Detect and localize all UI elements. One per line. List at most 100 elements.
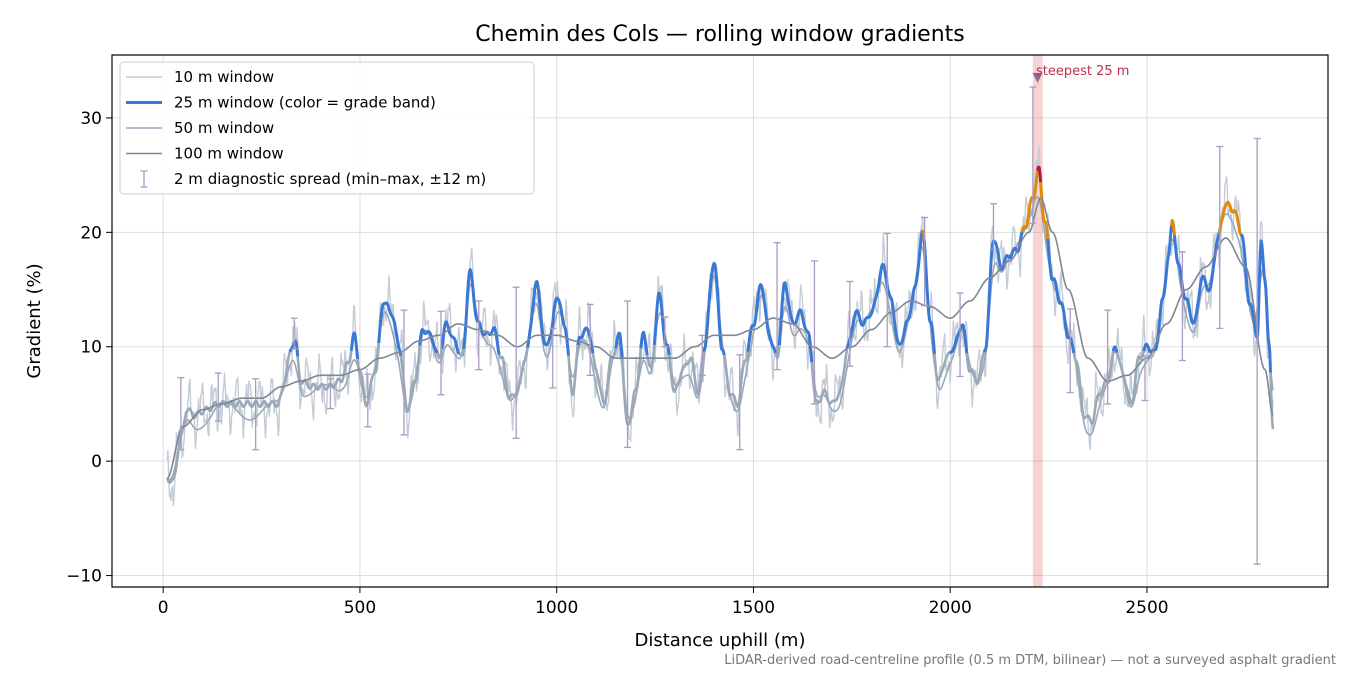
diagnostic-spread-bar [1029, 86, 1037, 224]
diagnostic-spread-bar [846, 280, 854, 367]
diagnostic-spread-bar [956, 292, 964, 378]
series-25m-segment [639, 330, 649, 356]
series-25m-segment [948, 323, 969, 354]
marker-layer [1032, 72, 1043, 83]
x-axis-ticks: 0 500 1000 1500 2000 2500 [158, 587, 1169, 618]
series-25m-segment [645, 344, 656, 369]
legend-entry: 100 m window [126, 145, 284, 163]
legend-label: 50 m window [174, 119, 274, 137]
diagnostic-spread-bar [290, 317, 298, 350]
series-25m-segment [614, 331, 624, 358]
grid [112, 55, 1328, 587]
x-tick-label: 500 [344, 598, 376, 618]
series-25m-segment [746, 283, 777, 354]
series-25m-segment [921, 229, 926, 240]
series-25m-segment [440, 320, 461, 355]
series-25m-segment [458, 348, 466, 357]
diagnostic-spread-bar [1253, 137, 1261, 565]
diagnostic-spread-bar [512, 286, 520, 439]
series-25m-segment [810, 348, 849, 405]
plot-frame [111, 54, 1329, 588]
legend-frame [119, 61, 535, 195]
legend-entry: 25 m window (color = grade band) [126, 94, 436, 112]
series-25m-segment [1115, 350, 1146, 405]
legend-label: 100 m window [174, 145, 284, 163]
diagnostic-spread-bar [437, 310, 445, 396]
diagnostic-spread-bar [1216, 145, 1224, 330]
series-25m-segment [982, 231, 1024, 353]
x-tick-label: 2000 [929, 598, 972, 618]
y-tick-label: 30 [80, 109, 102, 129]
diagnostic-spread-bar [1104, 309, 1112, 405]
diagnostic-spread-bar [326, 378, 334, 410]
series-25m-segment [777, 281, 814, 363]
steepest-25m-band [1032, 55, 1043, 587]
diagnostic-spread-bar [549, 327, 557, 389]
series-25m-segment [526, 280, 570, 356]
series-25m-segment [933, 351, 951, 382]
series-25m-segment [1217, 200, 1243, 235]
series-25m-segment [965, 351, 986, 385]
diagnostic-spread-bar [698, 334, 706, 376]
series-25m-segment [667, 351, 705, 396]
diagnostic-spread-bar [1066, 308, 1074, 394]
series-layer [165, 145, 1275, 507]
diagnostic-spread-bar [1141, 355, 1149, 402]
series-25m-segment [497, 347, 529, 400]
x-tick-label: 0 [158, 598, 169, 618]
series-25m-segment [1036, 165, 1043, 183]
y-tick-label: 0 [91, 452, 102, 472]
legend-swatch [140, 170, 148, 188]
series-25m-segment [349, 331, 360, 360]
series-100m-window [166, 197, 1274, 480]
diagnostic-spread-bar [773, 241, 781, 371]
y-tick-label: 10 [80, 338, 102, 358]
diagnostic-spread-bar [364, 373, 372, 428]
series-25m-segment [922, 239, 936, 355]
diagnostic-spread-bar [736, 354, 744, 451]
diagnostic-spread-bar [990, 203, 998, 251]
diagnostic-spread-bar [586, 303, 594, 376]
legend: 10 m window 25 m window (color = grade ba… [119, 61, 535, 195]
steepest-band-layer [1032, 55, 1043, 587]
series-25m-segment [1046, 238, 1076, 354]
series-25m-segment [296, 350, 353, 391]
legend-entry: 2 m diagnostic spread (min–max, ±12 m) [140, 170, 486, 188]
y-axis-ticks: −10 0 10 20 30 [66, 109, 112, 587]
legend-label: 2 m diagnostic spread (min–max, ±12 m) [174, 170, 486, 188]
series-25m-segment [620, 348, 643, 427]
diagnostic-spread-bar [810, 260, 818, 405]
diagnostic-spread-bar [624, 300, 632, 449]
series-25m-segment [701, 261, 726, 356]
series-25m-segment [567, 344, 580, 397]
legend-label: 25 m window (color = grade band) [174, 94, 436, 112]
x-tick-label: 2500 [1125, 598, 1168, 618]
diagnostic-spread-bar [214, 372, 222, 422]
steepest-annotation: steepest 25 m [1036, 64, 1129, 79]
y-tick-label: 20 [80, 223, 102, 243]
diagnostic-spread-bar [661, 316, 669, 348]
series-25m-segment [845, 229, 925, 349]
diagnostic-spread-bar [1178, 251, 1186, 362]
diagnostic-spread-bar [177, 376, 185, 451]
diagnostic-spread-bar [883, 232, 891, 348]
series-25m-segment [418, 328, 439, 354]
diagnostic-spread-bar [475, 300, 483, 371]
diagnostic-spread-bar [252, 378, 260, 451]
legend-entry: 50 m window [126, 119, 274, 137]
x-tick-label: 1500 [732, 598, 775, 618]
series-25m-segment [652, 291, 671, 356]
y-tick-label: −10 [66, 567, 102, 587]
diagnostic-spread-bar [921, 216, 929, 307]
series-25m-segment [165, 351, 292, 484]
diagnostic-spread-bar [400, 309, 408, 436]
series-25m-segment [1020, 170, 1040, 233]
x-axis-label: Distance uphill (m) [635, 630, 806, 651]
chart-title: Chemin des Cols — rolling window gradien… [475, 22, 965, 47]
x-tick-label: 1000 [535, 598, 578, 618]
y-axis-label: Gradient (%) [24, 263, 45, 378]
series-25m-segment [1169, 219, 1176, 236]
series-25m-segment [1111, 345, 1119, 354]
series-25m-segment [377, 301, 403, 356]
